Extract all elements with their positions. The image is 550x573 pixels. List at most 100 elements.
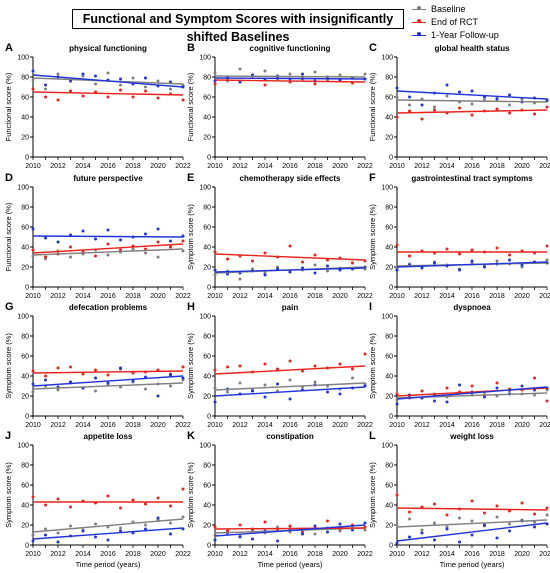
trend-line [214, 77, 366, 80]
trend-line [32, 527, 184, 540]
data-point [106, 381, 110, 385]
data-point [263, 520, 267, 524]
data-point [238, 381, 242, 385]
data-point [106, 228, 110, 232]
x-tick-label: 2010 [207, 163, 223, 170]
y-tick-label: 40 [21, 115, 29, 122]
trend-line [32, 243, 184, 254]
data-point [144, 232, 147, 236]
y-tick-label: 40 [203, 245, 211, 252]
y-tick-label: 60 [203, 225, 211, 232]
data-point [181, 239, 185, 243]
y-tick-label: 100 [381, 443, 393, 450]
x-axis-label: Time period (years) [440, 560, 505, 569]
x-tick-label: 2010 [389, 293, 405, 300]
y-tick-label: 60 [21, 225, 29, 232]
y-axis-label: Symptom score (%) [368, 333, 377, 399]
data-point [119, 248, 122, 252]
data-point [313, 253, 317, 257]
trend-line [214, 253, 366, 261]
data-point [144, 251, 147, 255]
data-point [94, 237, 97, 241]
data-point [169, 87, 172, 91]
data-point [81, 372, 85, 376]
trend-line [32, 370, 184, 374]
legend-swatch [412, 6, 426, 11]
x-tick-label: 2012 [50, 551, 66, 558]
data-point [433, 399, 436, 403]
x-tick-label: 2018 [489, 163, 505, 170]
data-point [508, 93, 511, 97]
y-tick-label: 60 [21, 483, 29, 490]
panel-letter: L [369, 430, 376, 442]
figure-title: Functional and Symptom Scores with insig… [72, 9, 404, 44]
x-tick-label: 2014 [439, 551, 455, 558]
panel-letter: K [187, 430, 195, 442]
data-point [56, 540, 60, 544]
data-point [44, 378, 47, 382]
data-point [213, 400, 217, 404]
data-point [276, 525, 279, 529]
y-tick-label: 60 [203, 483, 211, 490]
data-point [408, 95, 411, 99]
x-tick-label: 2020 [332, 551, 348, 558]
data-point [106, 95, 110, 99]
legend: Baseline End of RCT 1-Year Follow-up [412, 3, 548, 42]
data-point [420, 266, 424, 270]
data-point [313, 380, 317, 384]
x-tick-label: 2018 [125, 293, 141, 300]
data-point [31, 227, 35, 231]
data-point [226, 390, 229, 394]
data-point [433, 108, 436, 112]
data-point [483, 523, 486, 527]
legend-label: End of RCT [431, 17, 479, 27]
x-tick-label: 2022 [539, 293, 550, 300]
data-point [69, 89, 72, 93]
data-point [213, 368, 217, 372]
data-point [56, 497, 60, 501]
y-tick-label: 20 [385, 523, 393, 530]
trend-line [32, 74, 184, 88]
y-tick-label: 40 [385, 115, 393, 122]
y-tick-label: 0 [25, 155, 29, 162]
data-point [445, 400, 449, 404]
x-tick-label: 2014 [439, 422, 455, 429]
data-point [301, 72, 304, 76]
data-point [213, 386, 217, 390]
data-point [31, 495, 35, 499]
data-point [445, 513, 449, 517]
data-point [288, 397, 292, 401]
trend-line [396, 507, 548, 511]
x-axis-label: Time period (years) [258, 560, 323, 569]
data-point [458, 516, 461, 520]
x-tick-label: 2012 [50, 163, 66, 170]
x-tick-label: 2016 [282, 293, 298, 300]
y-tick-label: 0 [389, 414, 393, 421]
y-tick-label: 20 [203, 265, 211, 272]
data-point [458, 106, 461, 110]
data-point [56, 98, 60, 102]
data-point [251, 259, 254, 263]
x-tick-label: 2016 [282, 163, 298, 170]
x-tick-label: 2022 [357, 163, 373, 170]
y-tick-label: 20 [203, 135, 211, 142]
data-point [395, 268, 399, 272]
x-tick-label: 2022 [175, 163, 191, 170]
y-tick-label: 100 [199, 185, 211, 192]
panel-title: chemotherapy side effects [240, 174, 341, 183]
y-tick-label: 80 [385, 75, 393, 82]
data-point [94, 368, 97, 372]
legend-marker [417, 6, 421, 11]
panel-title: physical functioning [69, 44, 147, 53]
y-tick-label: 60 [385, 354, 393, 361]
data-point [44, 83, 47, 87]
y-axis-label: Functional score (%) [368, 72, 377, 141]
data-point [44, 236, 47, 240]
y-tick-label: 80 [21, 75, 29, 82]
data-point [545, 258, 549, 262]
x-tick-label: 2012 [232, 163, 248, 170]
data-point [351, 367, 354, 371]
x-tick-label: 2022 [357, 422, 373, 429]
